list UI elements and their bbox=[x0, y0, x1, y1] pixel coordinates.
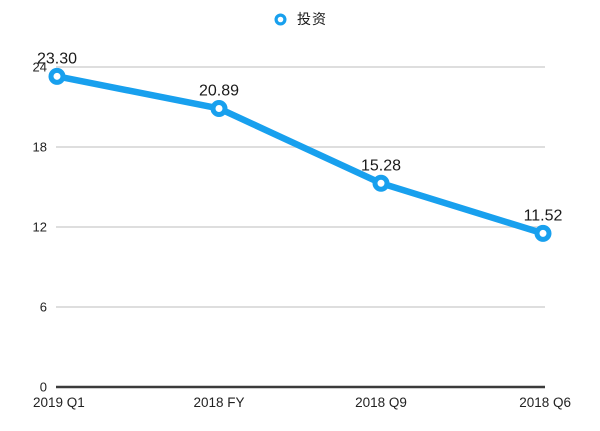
data-point-marker-1 bbox=[210, 99, 228, 117]
data-point-label-0: 23.30 bbox=[37, 50, 77, 67]
series-line bbox=[53, 73, 547, 237]
legend[interactable]: 投资 bbox=[0, 8, 600, 30]
y-tick-label-24: 24 bbox=[33, 60, 47, 75]
y-tick-label-12: 12 bbox=[33, 220, 47, 235]
y-tick-label-18: 18 bbox=[33, 140, 47, 155]
data-point-marker-0 bbox=[48, 67, 66, 85]
data-point-label-1: 20.89 bbox=[199, 82, 239, 99]
data-point-marker-2 bbox=[372, 174, 390, 192]
data-point-label-3: 11.52 bbox=[524, 207, 563, 224]
y-tick-label-0: 0 bbox=[40, 380, 47, 395]
y-tick-label-6: 6 bbox=[40, 300, 47, 315]
data-point-label-2: 15.28 bbox=[361, 157, 401, 174]
x-tick-label-0: 2019 Q1 bbox=[33, 395, 85, 410]
x-tick-label-2: 2018 Q9 bbox=[355, 395, 407, 410]
x-tick-label-3: 2018 Q6 bbox=[519, 395, 571, 410]
x-tick-label-1: 2018 FY bbox=[193, 395, 244, 410]
legend-series-label: 投资 bbox=[297, 11, 327, 27]
data-point-marker-3 bbox=[534, 224, 552, 242]
legend-ring-icon bbox=[274, 12, 287, 26]
